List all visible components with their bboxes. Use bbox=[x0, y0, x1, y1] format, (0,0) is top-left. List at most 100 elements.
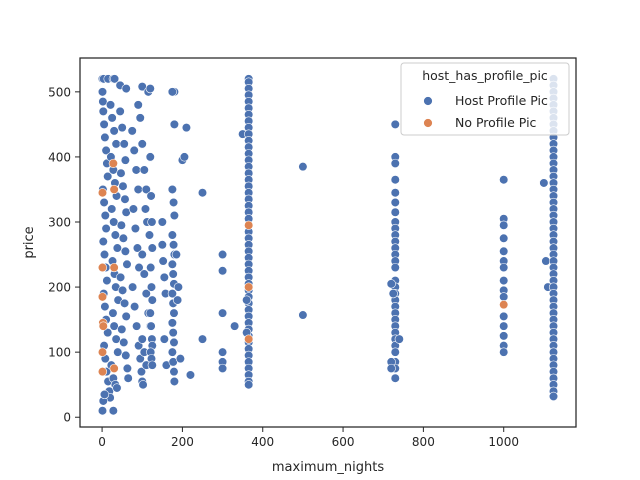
data-point-host-profile-pic-145 bbox=[169, 210, 179, 221]
data-point-host-profile-pic-121 bbox=[146, 191, 156, 201]
data-point-host-profile-pic-160 bbox=[169, 367, 179, 377]
data-point-host-profile-pic-60 bbox=[111, 334, 121, 344]
data-point-host-profile-pic-89 bbox=[131, 165, 141, 175]
data-point-host-profile-pic-175 bbox=[217, 347, 228, 357]
data-point-host-profile-pic-42 bbox=[105, 100, 116, 110]
data-point-host-profile-pic-275 bbox=[499, 292, 509, 302]
data-point-host-profile-pic-257 bbox=[390, 347, 400, 357]
data-point-host-profile-pic-33 bbox=[103, 328, 113, 338]
data-point-host-profile-pic-86 bbox=[123, 373, 133, 383]
data-point-host-profile-pic-59 bbox=[109, 321, 119, 331]
data-point-host-profile-pic-277 bbox=[499, 321, 509, 331]
data-point-host-profile-pic-27 bbox=[99, 249, 110, 260]
data-point-host-profile-pic-231 bbox=[390, 119, 400, 129]
data-point-host-profile-pic-120 bbox=[145, 152, 155, 162]
data-point-host-profile-pic-157 bbox=[169, 337, 179, 348]
data-point-host-profile-pic-141 bbox=[167, 87, 177, 97]
data-point-host-profile-pic-82 bbox=[117, 324, 127, 334]
data-point-host-profile-pic-152 bbox=[167, 288, 177, 299]
data-point-host-profile-pic-276 bbox=[499, 311, 509, 321]
data-point-host-profile-pic-18 bbox=[100, 132, 110, 142]
data-point-host-profile-pic-136 bbox=[158, 256, 168, 266]
data-point-host-profile-pic-282 bbox=[541, 256, 551, 266]
data-point-host-profile-pic-113 bbox=[141, 288, 151, 299]
y-axis-label: price bbox=[22, 226, 37, 258]
data-point-host-profile-pic-165 bbox=[175, 354, 185, 364]
data-point-host-profile-pic-66 bbox=[115, 106, 125, 116]
data-point-host-profile-pic-102 bbox=[138, 380, 148, 390]
data-point-host-profile-pic-74 bbox=[116, 220, 126, 230]
data-point-host-profile-pic-170 bbox=[197, 188, 208, 198]
data-point-host-profile-pic-76 bbox=[120, 246, 130, 256]
data-point-host-profile-pic-96 bbox=[130, 302, 140, 312]
data-point-host-profile-pic-61 bbox=[113, 347, 123, 357]
data-point-no-profile-pic-0 bbox=[97, 188, 108, 198]
data-point-host-profile-pic-266 bbox=[499, 175, 509, 185]
x-tick-label-800: 800 bbox=[412, 435, 435, 449]
x-tick-label-0: 0 bbox=[98, 435, 106, 449]
data-point-host-profile-pic-19 bbox=[101, 145, 111, 156]
data-point-host-profile-pic-70 bbox=[116, 168, 126, 178]
data-point-host-profile-pic-108 bbox=[140, 204, 151, 214]
data-point-host-profile-pic-230 bbox=[298, 310, 308, 320]
data-point-host-profile-pic-149 bbox=[167, 259, 177, 269]
data-point-host-profile-pic-139 bbox=[159, 334, 169, 344]
data-point-host-profile-pic-58 bbox=[108, 308, 118, 318]
data-point-no-profile-pic-8 bbox=[109, 184, 119, 195]
x-axis-label: maximum_nights bbox=[272, 460, 384, 475]
data-point-host-profile-pic-112 bbox=[139, 269, 149, 279]
data-point-no-profile-pic-11 bbox=[244, 220, 254, 230]
legend-box bbox=[400, 62, 570, 136]
data-point-host-profile-pic-128 bbox=[146, 321, 156, 331]
data-point-host-profile-pic-79 bbox=[117, 285, 128, 295]
y-tick-label-500: 500 bbox=[48, 85, 71, 99]
data-point-host-profile-pic-84 bbox=[121, 350, 131, 361]
data-point-host-profile-pic-50 bbox=[107, 204, 117, 214]
data-point-host-profile-pic-150 bbox=[168, 269, 178, 279]
data-point-host-profile-pic-270 bbox=[499, 246, 509, 256]
data-point-host-profile-pic-237 bbox=[390, 207, 400, 217]
legend-marker-no-profile-pic bbox=[423, 118, 433, 128]
data-point-host-profile-pic-280 bbox=[499, 347, 509, 357]
data-point-no-profile-pic-9 bbox=[109, 262, 119, 273]
data-point-host-profile-pic-78 bbox=[115, 272, 126, 282]
data-point-host-profile-pic-233 bbox=[390, 158, 400, 169]
data-point-host-profile-pic-245 bbox=[390, 262, 400, 273]
data-point-host-profile-pic-1 bbox=[108, 406, 118, 416]
data-point-host-profile-pic-65 bbox=[112, 383, 122, 393]
data-point-host-profile-pic-236 bbox=[390, 197, 400, 208]
data-point-host-profile-pic-235 bbox=[390, 188, 400, 198]
data-point-no-profile-pic-2 bbox=[97, 292, 108, 302]
data-point-host-profile-pic-91 bbox=[128, 204, 139, 214]
data-point-host-profile-pic-31 bbox=[100, 302, 110, 312]
y-tick-label-200: 200 bbox=[48, 281, 71, 295]
data-point-host-profile-pic-124 bbox=[146, 262, 156, 273]
data-point-host-profile-pic-272 bbox=[499, 262, 509, 273]
data-point-host-profile-pic-25 bbox=[101, 223, 111, 234]
data-point-host-profile-pic-155 bbox=[167, 318, 177, 328]
data-point-host-profile-pic-85 bbox=[122, 363, 132, 374]
data-point-host-profile-pic-127 bbox=[145, 308, 155, 318]
data-point-host-profile-pic-100 bbox=[136, 367, 147, 377]
data-point-host-profile-pic-123 bbox=[147, 243, 157, 253]
data-point-host-profile-pic-52 bbox=[110, 230, 120, 240]
data-point-host-profile-pic-94 bbox=[134, 262, 144, 273]
data-point-host-profile-pic-105 bbox=[137, 139, 147, 149]
data-point-no-profile-pic-3 bbox=[97, 347, 108, 357]
data-point-host-profile-pic-229 bbox=[298, 162, 308, 172]
data-point-host-profile-pic-111 bbox=[137, 249, 147, 260]
data-point-host-profile-pic-146 bbox=[167, 230, 177, 240]
data-point-host-profile-pic-171 bbox=[197, 334, 208, 344]
data-point-host-profile-pic-44 bbox=[109, 126, 119, 136]
data-point-host-profile-pic-173 bbox=[217, 266, 228, 276]
data-point-host-profile-pic-92 bbox=[130, 223, 141, 234]
data-point-host-profile-pic-24 bbox=[100, 210, 110, 221]
data-point-host-profile-pic-273 bbox=[499, 275, 509, 286]
data-point-host-profile-pic-169 bbox=[185, 370, 196, 380]
data-point-host-profile-pic-45 bbox=[111, 139, 121, 149]
data-point-host-profile-pic-75 bbox=[118, 233, 128, 243]
points-layer bbox=[97, 74, 559, 416]
data-point-host-profile-pic-6 bbox=[109, 74, 120, 84]
y-tick-label-100: 100 bbox=[48, 346, 71, 360]
data-point-host-profile-pic-14 bbox=[97, 87, 108, 97]
